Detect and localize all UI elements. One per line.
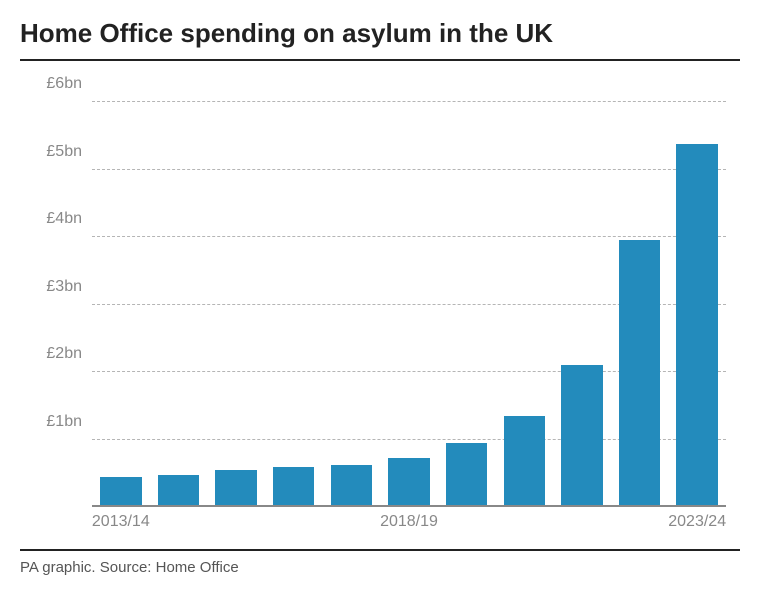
bar-slot [207, 75, 265, 507]
y-axis-label: £6bn [46, 75, 82, 93]
y-axis-label: £3bn [46, 278, 82, 296]
chart-area: £1bn£2bn£3bn£4bn£5bn£6bn 2013/142018/192… [20, 75, 740, 547]
x-axis-baseline [92, 505, 726, 507]
chart-container: Home Office spending on asylum in the UK… [0, 0, 760, 592]
x-axis-labels: 2013/14 2018/19 2023/24 [92, 513, 726, 535]
bar-slot [611, 75, 669, 507]
title-rule [20, 59, 740, 61]
bar [446, 443, 488, 507]
bar-slot [438, 75, 496, 507]
y-axis-label: £1bn [46, 413, 82, 431]
bar [158, 475, 200, 507]
bar-slot [553, 75, 611, 507]
x-axis-label: 2013/14 [92, 513, 150, 531]
bar-slot [265, 75, 323, 507]
bar [388, 458, 430, 507]
bar [676, 144, 718, 507]
bar [561, 365, 603, 507]
bar-slot [380, 75, 438, 507]
bar-slot [150, 75, 208, 507]
bar [331, 465, 373, 507]
bar-slot [495, 75, 553, 507]
plot-area: £1bn£2bn£3bn£4bn£5bn£6bn [92, 75, 726, 507]
source-text: PA graphic. Source: Home Office [20, 551, 740, 576]
bar-slot [668, 75, 726, 507]
x-axis-label: 2018/19 [380, 513, 438, 531]
bar [273, 467, 315, 508]
y-axis-label: £4bn [46, 210, 82, 228]
y-axis-label: £2bn [46, 345, 82, 363]
bars-group [92, 75, 726, 507]
bar [215, 470, 257, 507]
bar-slot [323, 75, 381, 507]
y-axis-label: £5bn [46, 143, 82, 161]
bar [100, 477, 142, 507]
x-axis-label: 2023/24 [668, 513, 726, 531]
bar [619, 240, 661, 507]
bar-slot [92, 75, 150, 507]
bar [504, 416, 546, 507]
chart-title: Home Office spending on asylum in the UK [20, 18, 740, 59]
